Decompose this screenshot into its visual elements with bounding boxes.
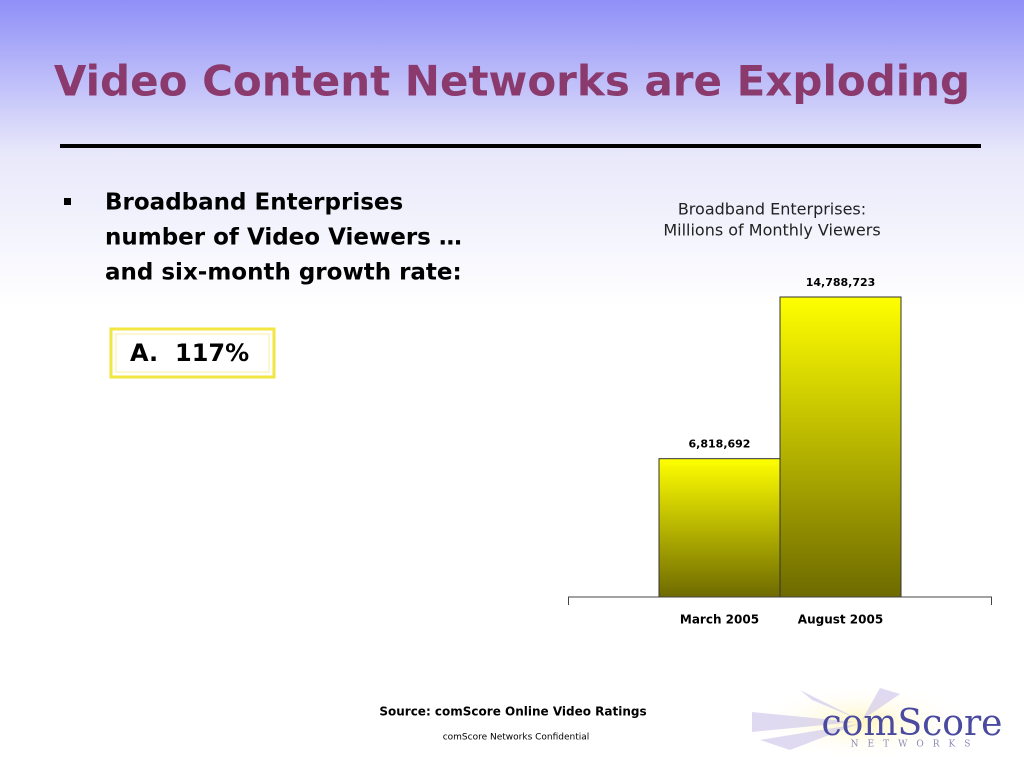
x-tick-label: August 2005: [798, 613, 883, 627]
value-label: 6,818,692: [689, 438, 751, 451]
x-tick-label: March 2005: [680, 613, 759, 627]
chart-title: Broadband Enterprises:: [678, 200, 866, 219]
answer-letter: A.: [130, 339, 158, 367]
logo-tagline: NETWORKS: [851, 740, 980, 750]
bar: [658, 458, 781, 598]
bullet-text: Broadband Enterprises: [105, 190, 403, 216]
answer-box-inner: [115, 333, 270, 373]
value-label: 14,788,723: [806, 276, 876, 289]
logo-name: comScore: [822, 703, 1003, 744]
bullet-text: and six-month growth rate:: [105, 260, 462, 286]
slide-title: Video Content Networks are Exploding: [54, 57, 970, 106]
chart: 6,818,692 March 2005 14,788,723 August 2005: [658, 276, 902, 627]
chart-subtitle: Millions of Monthly Viewers: [663, 221, 880, 240]
logo-rays: [752, 688, 900, 750]
bullet-marker: [64, 198, 71, 205]
confidential: comScore Networks Confidential: [443, 733, 590, 743]
source: Source: comScore Online Video Ratings: [379, 705, 646, 719]
answer-box: [109, 327, 276, 379]
bar: [779, 296, 902, 598]
bullet-text: number of Video Viewers …: [105, 225, 462, 251]
answer-text: 117%: [175, 339, 249, 367]
logo: comScore NETWORKS: [752, 684, 1002, 760]
